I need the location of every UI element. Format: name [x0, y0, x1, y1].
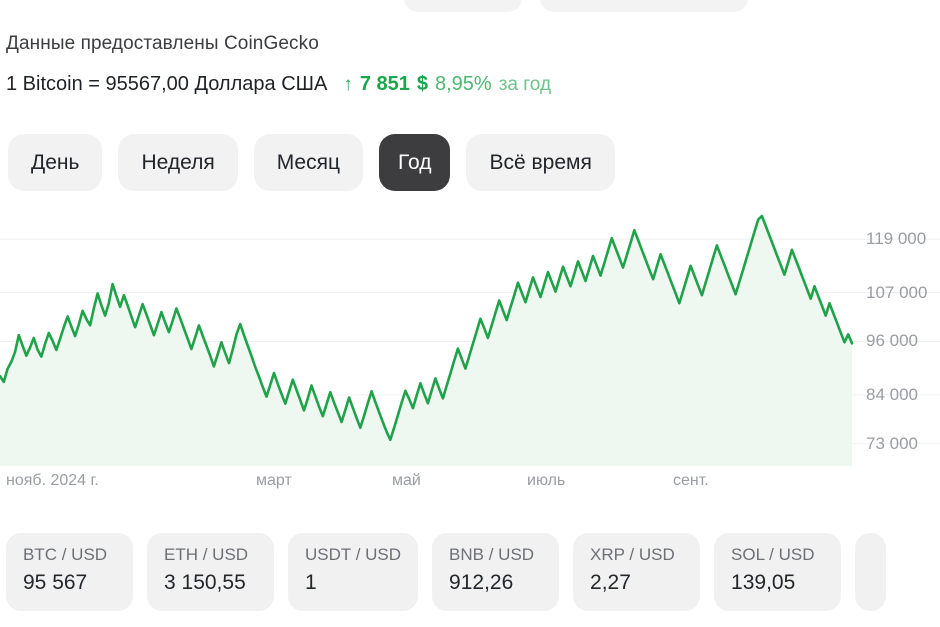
price-chart-svg: [0, 214, 940, 466]
bitcoin-rate-text: 1 Bitcoin = 95567,00 Доллара США: [6, 73, 328, 95]
ticker-price-value: 912,26: [449, 571, 514, 594]
chart-price-line: [0, 214, 854, 442]
ticker-pair-label: USDT / USD: [305, 545, 402, 564]
chart-y-label-4: 119 000: [866, 229, 927, 249]
chart-y-axis: 73 000 84 000 96 000 107 000 119 000: [866, 208, 940, 466]
rate-change-percent: 8,95%: [435, 73, 492, 95]
ticker-card[interactable]: ETH / USD 3 150,55: [147, 533, 274, 611]
ticker-pair-label: BNB / USD: [449, 545, 535, 564]
ticker-pair-label: XRP / USD: [590, 545, 675, 564]
chart-x-label-4: сент.: [673, 472, 709, 489]
chart-y-label-3: 107 000: [866, 282, 928, 302]
chart-x-label-1: март: [256, 472, 292, 489]
chart-y-label-0: 73 000: [866, 433, 918, 453]
ticker-price-value: 95 567: [23, 571, 88, 594]
ticker-pair-label: ETH / USD: [164, 545, 249, 564]
chart-x-label-0: нояб. 2024 г.: [6, 472, 99, 489]
ticker-card[interactable]: BNB / USD 912,26: [432, 533, 560, 611]
arrow-up-icon: ↑: [343, 74, 353, 95]
top-chrome-strip: [0, 0, 940, 14]
rate-summary-line: 1 Bitcoin = 95567,00 Доллара США ↑ 7 851…: [6, 73, 551, 96]
chart-x-axis: нояб. 2024 г. март май июль сент.: [0, 472, 940, 498]
ticker-card[interactable]: USDT / USD 1: [288, 533, 419, 611]
chart-y-label-1: 84 000: [866, 384, 918, 404]
ticker-price-value: 1: [305, 571, 317, 594]
chart-x-label-3: июль: [527, 472, 566, 489]
ticker-card[interactable]: SOL / USD 139,05: [714, 533, 842, 611]
rate-change-currency: $: [416, 73, 428, 95]
clipped-chrome-pill-1: [404, 0, 522, 12]
ticker-pair-label: BTC / USD: [23, 545, 108, 564]
ticker-price-value: 139,05: [731, 571, 796, 594]
rate-change-period: за год: [498, 74, 552, 95]
clipped-chrome-pill-2: [540, 0, 748, 12]
ticker-card[interactable]: BTC / USD 95 567: [6, 533, 133, 611]
ticker-card[interactable]: XRP / USD 2,27: [573, 533, 701, 611]
period-tab-0[interactable]: День: [8, 134, 103, 191]
period-tab-3[interactable]: Год: [379, 134, 451, 191]
period-tab-4[interactable]: Всё время: [466, 134, 615, 191]
chart-x-label-2: май: [392, 472, 421, 489]
period-tab-1[interactable]: Неделя: [118, 134, 238, 191]
rate-change-value: 7 851: [359, 73, 410, 95]
period-tab-bar: День Неделя Месяц Год Всё время: [8, 134, 615, 191]
period-tab-2[interactable]: Месяц: [253, 134, 364, 191]
price-chart[interactable]: [0, 208, 940, 466]
ticker-price-value: 3 150,55: [164, 571, 246, 594]
chart-area-fill: [0, 216, 852, 466]
chart-y-label-2: 96 000: [866, 331, 918, 351]
rate-change-group: ↑ 7 851 $ 8,95% за год: [343, 73, 551, 96]
ticker-pair-label: SOL / USD: [731, 545, 815, 564]
ticker-price-value: 2,27: [590, 571, 631, 594]
data-provider-label: Данные предоставлены CoinGecko: [6, 33, 319, 54]
ticker-card-list: BTC / USD 95 567 ETH / USD 3 150,55 USDT / U…: [6, 533, 887, 611]
